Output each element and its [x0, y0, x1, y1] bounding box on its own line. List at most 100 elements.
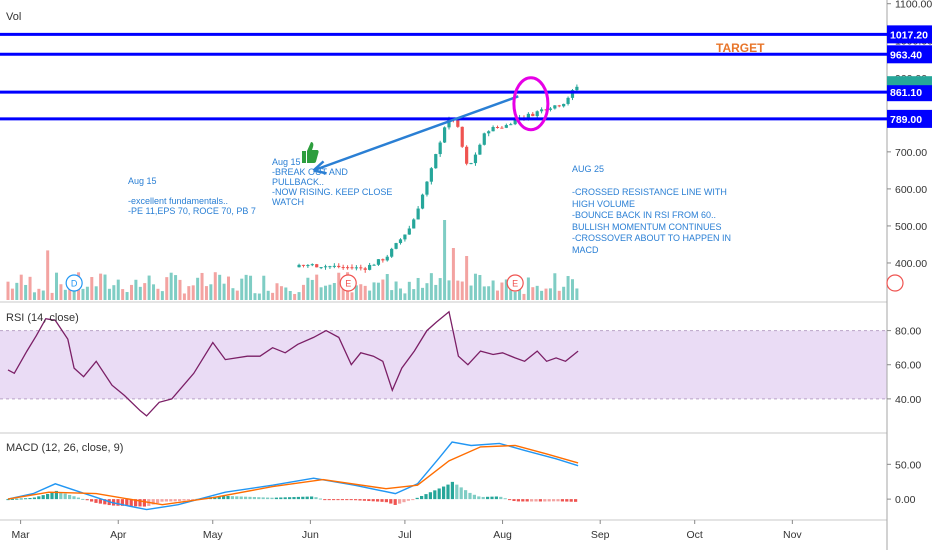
volume-bar [469, 285, 473, 300]
level-tag-label: 963.40 [890, 49, 922, 61]
candle-body [315, 264, 319, 268]
volume-bar [107, 288, 111, 300]
volume-bar [222, 283, 226, 300]
volume-bar [473, 273, 477, 300]
volume-bar [315, 274, 319, 300]
macd-histogram-bar [252, 497, 256, 500]
volume-bar [253, 293, 257, 300]
candle-body [526, 113, 530, 118]
macd-histogram-bar [182, 499, 186, 501]
signal-line [7, 444, 579, 506]
volume-bar [482, 286, 486, 300]
macd-histogram-bar [420, 495, 424, 500]
highlight-circle [512, 76, 550, 132]
candle-body [562, 103, 566, 107]
macd-histogram-bar [530, 499, 534, 502]
macd-histogram-bar [415, 497, 419, 500]
volume-bar [491, 280, 495, 300]
macd-histogram-bar [239, 496, 243, 500]
macd-histogram-bar [464, 490, 468, 500]
volume-bar [540, 290, 544, 300]
macd-histogram-bar [516, 499, 520, 502]
macd-histogram-bar [358, 499, 362, 501]
volume-bar [244, 274, 248, 300]
macd-histogram-bar [138, 499, 142, 507]
volume-bar [160, 291, 164, 300]
candle-body [553, 105, 557, 109]
event-marker[interactable] [339, 274, 357, 292]
macd-histogram-bar [142, 499, 146, 507]
volume-bar [191, 285, 195, 300]
macd-histogram-bar [266, 497, 270, 500]
candle-body [469, 163, 473, 165]
volume-bar [196, 277, 200, 300]
event-marker-future[interactable] [886, 274, 904, 292]
rsi-pane-label: RSI (14, close) [6, 312, 79, 324]
candle-body [319, 267, 323, 269]
x-tick-label: Nov [783, 529, 802, 541]
macd-histogram-bar [481, 496, 485, 500]
candle-body [460, 126, 464, 147]
volume-bar [447, 280, 451, 300]
level-tag-label: 789.00 [890, 114, 922, 126]
volume-bar [218, 274, 222, 300]
volume-bar [103, 274, 107, 300]
macd-histogram-bar [305, 496, 309, 500]
macd-histogram-bar [323, 499, 327, 501]
volume-bar [412, 289, 416, 300]
macd-histogram-bar [81, 498, 85, 500]
price-tick-label: 500.00 [895, 221, 927, 233]
macd-histogram-bar [345, 499, 349, 501]
volume-bar [390, 290, 394, 300]
volume-bar [522, 293, 526, 300]
volume-bar [359, 284, 363, 300]
volume-bar [443, 220, 447, 300]
volume-bar [72, 287, 76, 300]
macd-histogram-bar [442, 486, 446, 500]
volume-bar [513, 291, 517, 300]
volume-bar [288, 290, 292, 300]
candle-body [297, 264, 301, 268]
volume-bar [46, 250, 50, 300]
volume-bar [425, 283, 429, 300]
volume-bar [209, 284, 213, 300]
volume-bar [394, 281, 398, 300]
volume-bar [293, 293, 297, 300]
volume-bar [266, 290, 270, 300]
volume-bar [129, 284, 133, 300]
candle-body [398, 239, 403, 244]
candle-body [456, 120, 460, 127]
event-marker[interactable] [506, 274, 524, 292]
x-tick-label: Oct [687, 529, 703, 541]
volume-bar [112, 285, 116, 300]
macd-histogram-bar [235, 496, 239, 500]
candle-body [429, 168, 433, 182]
candle-body [442, 127, 447, 143]
macd-histogram-bar [424, 494, 428, 500]
volume-bar [55, 272, 59, 300]
volume-bar [376, 282, 380, 300]
macd-histogram-bar [525, 499, 529, 502]
volume-bar [152, 284, 156, 300]
macd-histogram-bar [314, 497, 318, 500]
macd-histogram-bar [534, 499, 538, 502]
macd-histogram-bar [472, 494, 476, 500]
volume-bar [235, 290, 239, 300]
volume-bar [90, 276, 94, 300]
macd-histogram-bar [406, 499, 410, 501]
candle-body [465, 146, 469, 164]
candle-body [557, 105, 561, 107]
volume-bar [147, 275, 151, 300]
volume-bar [138, 286, 142, 300]
macd-histogram-bar [384, 499, 388, 503]
volume-bar [227, 276, 230, 300]
candle-body [535, 111, 539, 117]
volume-bar [94, 286, 98, 300]
macd-tick-label: 0.00 [895, 494, 916, 506]
volume-bar [85, 286, 89, 300]
candle-body [376, 259, 381, 265]
volume-bar [174, 275, 178, 300]
volume-bar [350, 292, 354, 300]
event-marker[interactable] [65, 274, 83, 292]
